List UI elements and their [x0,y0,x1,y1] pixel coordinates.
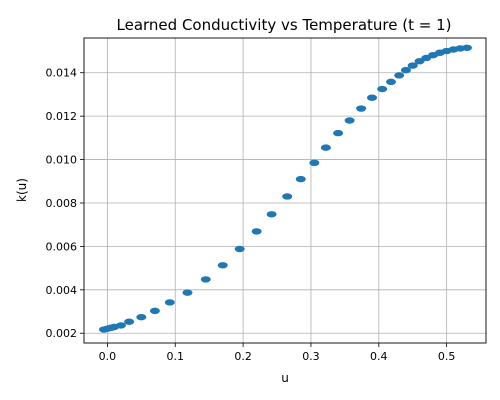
x-tick-label: 0.5 [438,350,456,363]
data-point [386,79,396,85]
x-tick-label: 0.1 [167,350,185,363]
y-axis-ticks: 0.002 0.004 0.006 0.008 0.010 0.012 0.014 [46,67,85,340]
x-tick-label: 0.0 [99,350,117,363]
y-axis-label: k(u) [15,178,29,202]
y-tick-label: 0.008 [46,197,78,210]
y-tick-label: 0.012 [46,110,78,123]
x-tick-label: 0.4 [370,350,388,363]
data-point [356,105,366,111]
data-point [218,262,228,268]
data-point [252,228,262,234]
data-point [136,314,146,320]
plot-frame [84,38,486,343]
data-point [282,193,292,199]
data-point [462,45,472,51]
data-point [321,144,331,150]
x-tick-label: 0.3 [302,350,320,363]
x-tick-label: 0.2 [234,350,252,363]
x-axis-label: u [281,371,289,385]
y-tick-label: 0.006 [46,240,78,253]
data-point [394,72,404,78]
grid-lines [84,38,486,343]
y-tick-label: 0.004 [46,284,78,297]
data-point [333,130,343,136]
data-point [182,289,192,295]
data-point [165,299,175,305]
data-point [235,246,245,252]
data-point [309,160,319,166]
x-axis-ticks: 0.0 0.1 0.2 0.3 0.4 0.5 [99,343,456,363]
data-point [345,117,355,123]
data-point [201,276,211,282]
data-point [367,94,377,100]
y-tick-label: 0.014 [46,67,78,80]
data-point [150,308,160,314]
data-point [267,211,277,217]
data-point [116,322,126,328]
y-tick-label: 0.002 [46,327,78,340]
y-tick-label: 0.010 [46,154,78,167]
chart-title: Learned Conductivity vs Temperature (t =… [117,16,452,34]
data-point [124,319,134,325]
data-point [377,86,387,92]
data-point [296,176,306,182]
